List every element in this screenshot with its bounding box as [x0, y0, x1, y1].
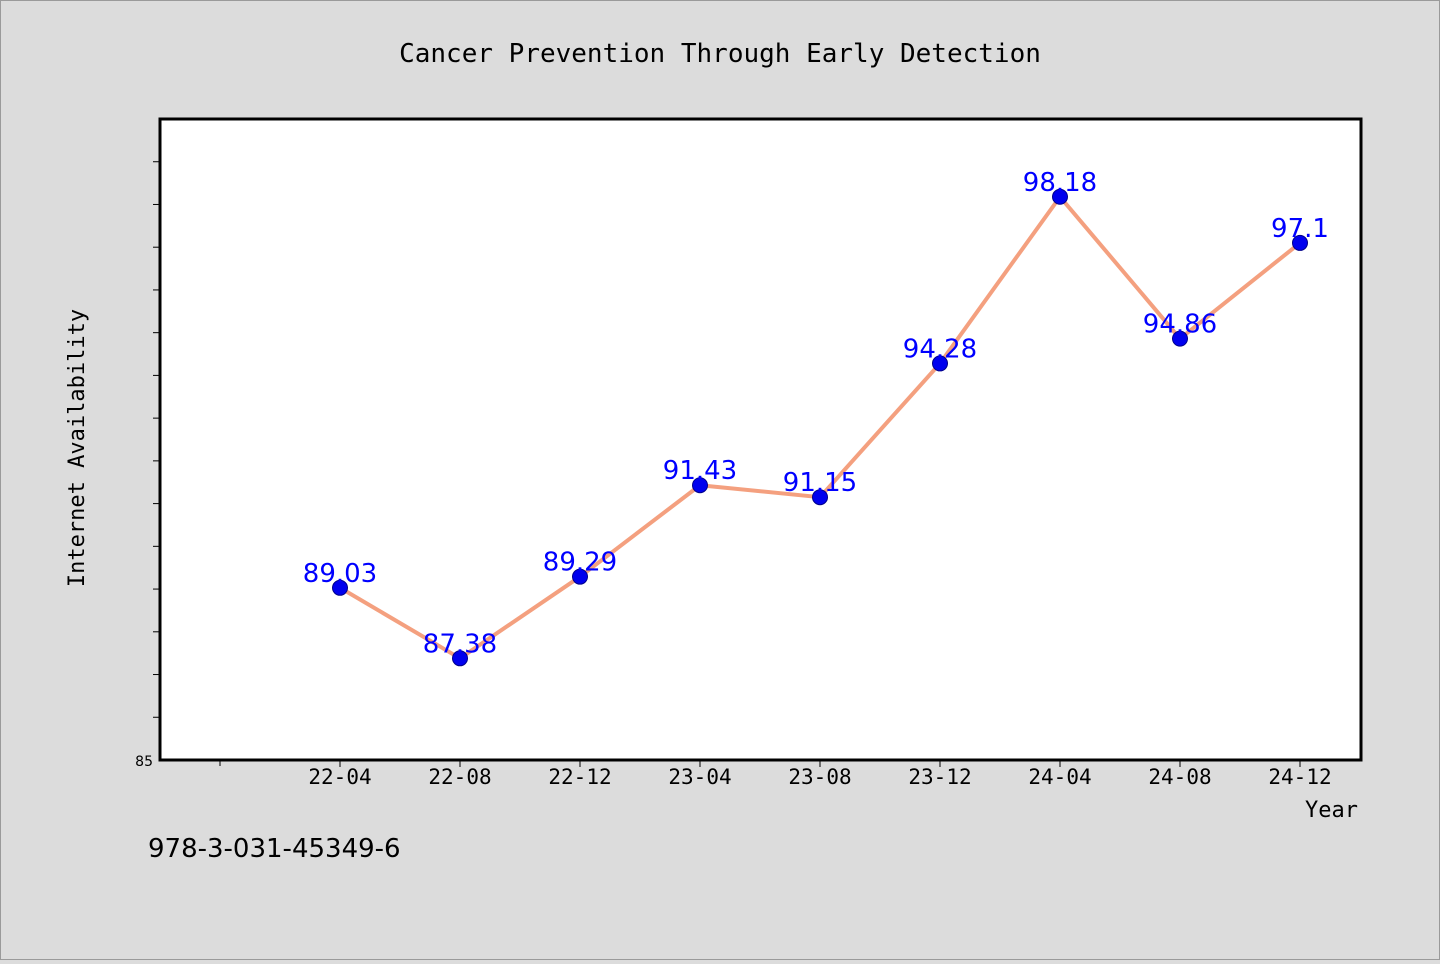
data-point	[812, 489, 828, 506]
data-label: 97.1	[1271, 214, 1329, 244]
data-point	[452, 650, 468, 667]
x-tick-label: 24-04	[1028, 765, 1091, 789]
data-point	[572, 568, 588, 585]
x-axis-label: Year	[1305, 798, 1358, 823]
x-tick-label: 22-12	[548, 765, 611, 789]
data-label: 91.43	[663, 456, 737, 486]
x-tick-label: 23-04	[668, 765, 731, 789]
data-point	[1052, 188, 1068, 205]
isbn-text: 978-3-031-45349-6	[148, 834, 401, 864]
y-tick-label-85: 85	[135, 754, 153, 770]
x-tick-label: 22-04	[308, 765, 371, 789]
plot-area	[158, 117, 1363, 762]
x-axis-ticks: 22-04 22-08 22-12 23-04 23-08 23-12 24-04 24-08…	[219, 760, 1332, 789]
series-group: 89.03 87.38 89.29 91.43 91.15 94.28 98.18 94.86…	[303, 168, 1329, 667]
data-label: 87.38	[423, 629, 497, 659]
data-label: 94.86	[1143, 310, 1217, 340]
data-point	[1292, 234, 1308, 251]
chart-title: Cancer Prevention Through Early Detectio…	[399, 39, 1041, 69]
y-axis-label: Internet Availability	[65, 309, 90, 587]
x-tick-label: 24-08	[1148, 765, 1211, 789]
x-tick-label: 22-08	[428, 765, 491, 789]
data-point	[1172, 330, 1188, 347]
data-point	[332, 579, 348, 596]
x-tick-label: 24-12	[1268, 765, 1331, 789]
data-label: 89.03	[303, 559, 377, 589]
data-label: 89.29	[543, 548, 617, 578]
data-label: 98.18	[1023, 168, 1097, 198]
data-label: 94.28	[903, 334, 977, 364]
y-axis-ticks	[153, 161, 160, 718]
x-tick-label: 23-12	[908, 765, 971, 789]
x-tick-label: 23-08	[788, 765, 851, 789]
data-point	[932, 355, 948, 372]
data-point	[692, 477, 708, 494]
data-label: 91.15	[783, 468, 857, 498]
